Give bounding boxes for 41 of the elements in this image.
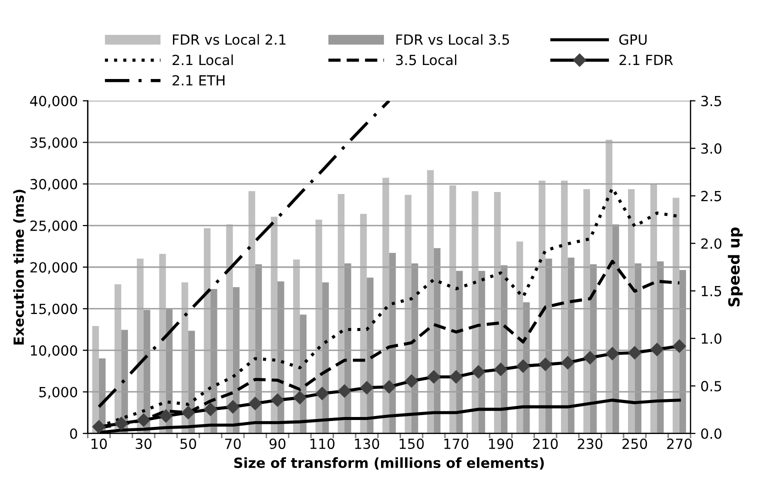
y-tick-label: 0 [70, 428, 78, 439]
legend-label: GPU [619, 34, 647, 45]
x-tick-label: 70 [225, 438, 241, 450]
legend-label: 2.1 FDR [620, 54, 673, 66]
legend-label: FDR vs Local 2.1 [172, 34, 286, 45]
y-tick-label: 20,000 [30, 262, 78, 274]
y-tick-label: 5,000 [39, 386, 78, 399]
x-tick-label: 210 [533, 438, 558, 450]
x-tick-label: 250 [622, 438, 648, 450]
y-tick-label: 15,000 [30, 304, 78, 316]
y2-tick-label: 1.5 [702, 286, 722, 296]
x-tick-label: 190 [489, 438, 514, 450]
x-tick-label: 170 [444, 438, 468, 450]
y2-tick-label: 2.5 [701, 190, 722, 202]
x-tick-label: 150 [400, 438, 424, 450]
y2-tick-label: 0.0 [701, 428, 722, 439]
legend-label: FDR vs Local 3.5 [396, 34, 509, 45]
y-tick-label: 30,000 [30, 178, 78, 191]
legend-label: 2.1 ETH [172, 75, 224, 86]
y2-tick-label: 1.0 [702, 333, 722, 344]
y2-tick-label: 2.0 [701, 238, 722, 249]
x-axis-title: Size of transform (millions of elements) [234, 457, 544, 470]
y-axis-title: Execution time (ms) [13, 190, 26, 344]
y-tick-label: 35,000 [30, 137, 78, 150]
y2-tick-label: 3.0 [701, 143, 722, 154]
x-tick-label: 90 [270, 438, 286, 450]
y-tick-label: 40,000 [30, 96, 78, 108]
x-tick-label: 50 [180, 438, 196, 450]
y2-tick-label: 0.5 [701, 380, 722, 392]
y-tick-label: 10,000 [30, 345, 78, 358]
legend-label: 3.5 Local [396, 54, 456, 66]
legend-label: 2.1 Local [172, 54, 233, 66]
x-tick-label: 10 [92, 438, 107, 450]
x-tick-label: 230 [578, 438, 602, 450]
x-tick-label: 110 [310, 438, 334, 450]
y2-axis-title: Speed up [728, 227, 743, 306]
y2-tick-label: 3.5 [701, 96, 722, 106]
x-tick-label: 30 [136, 438, 152, 450]
x-tick-label: 270 [667, 438, 692, 450]
y-tick-label: 25,000 [30, 220, 78, 232]
x-tick-label: 130 [355, 438, 380, 450]
